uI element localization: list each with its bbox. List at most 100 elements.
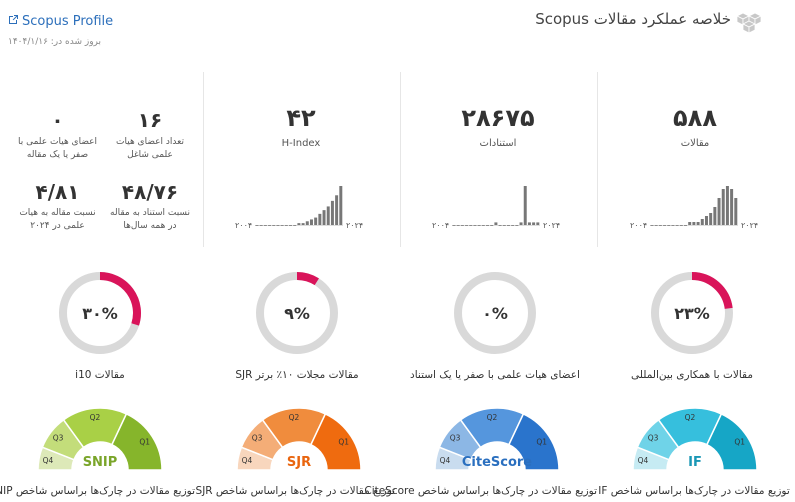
column-divider xyxy=(400,72,401,247)
sjr-quartile-gauge: Q4 Q3 Q2 Q1 SJR xyxy=(236,407,362,471)
spark-bar xyxy=(700,219,704,225)
spark-bar xyxy=(704,216,708,225)
spark-bar xyxy=(297,223,301,225)
ring-percent-text: ۹% xyxy=(284,304,310,323)
spark-bar xyxy=(276,225,280,226)
gauge-quartile-label: Q4 xyxy=(440,456,451,465)
sjr-top10-ring-chart: ۹% xyxy=(256,272,338,354)
spark-bar xyxy=(730,189,734,225)
spark-bar xyxy=(684,225,688,226)
column-divider xyxy=(203,72,204,247)
gauge-quartile-label: Q1 xyxy=(139,438,150,447)
spark-bar xyxy=(709,213,713,225)
scopus-profile-label: Scopus Profile xyxy=(22,14,114,29)
gauge-quartile-label: Q4 xyxy=(43,456,54,465)
gauge-quartile-label: Q1 xyxy=(338,438,349,447)
international-ring-chart: ۲۳% xyxy=(651,272,733,354)
snip-gauge-label: توزیع مقالات در چارک‌ها براساس شاخص SNIP xyxy=(0,485,195,497)
spark-bar xyxy=(490,225,494,226)
spark-bar xyxy=(654,225,658,226)
gauge-quartile-label: Q2 xyxy=(685,413,696,422)
gauge-quartile-label: Q3 xyxy=(252,434,263,443)
gauge-quartile-label: Q2 xyxy=(289,413,300,422)
spark-bar xyxy=(330,200,334,225)
spark-bar xyxy=(272,225,276,226)
spark-start-year: ۲۰۰۴ xyxy=(235,221,252,230)
hindex-sparkline: ۲۰۰۴ ۲۰۲۴ xyxy=(235,186,363,230)
cubes-logo-icon xyxy=(736,12,762,34)
spark-bar xyxy=(519,222,523,225)
zero-citation-ring-chart: ۰% xyxy=(454,272,536,354)
spark-bar xyxy=(486,225,490,226)
gauge-segment-q1 xyxy=(507,412,560,471)
gauge-quartile-label: Q3 xyxy=(53,434,64,443)
if-gauge-label: توزیع مقالات در چارک‌ها براساس شاخص IF xyxy=(598,485,790,497)
spark-bar xyxy=(255,225,259,226)
spark-bar xyxy=(717,198,721,225)
citescore-gauge-label: توزیع مقالات در چارک‌ها براساس شاخص Cite… xyxy=(364,485,597,497)
ring-progress-arc xyxy=(296,272,319,286)
page-title: خلاصه عملکرد مقالات Scopus xyxy=(535,10,731,28)
spark-end-year: ۲۰۲۴ xyxy=(741,221,758,230)
spark-bar xyxy=(536,222,540,225)
zero-faculty-count: ۰ xyxy=(51,108,64,132)
international-label: مقالات با همکاری بین‌المللی xyxy=(630,369,753,381)
sjr-gauge-label: توزیع مقالات در چارک‌ها براساس شاخص SJR xyxy=(195,485,395,497)
gauge-quartile-label: Q1 xyxy=(734,438,745,447)
spark-bar xyxy=(527,222,531,225)
spark-bar xyxy=(671,225,675,226)
spark-bar xyxy=(309,219,313,225)
zero-faculty-label: اعضای هیات علمی با صفر یا یک مقاله xyxy=(17,137,98,160)
spark-bar xyxy=(502,225,506,226)
gauge-quartile-label: Q3 xyxy=(450,434,461,443)
gauge-quartile-label: Q2 xyxy=(90,413,101,422)
articles-sparkline: ۲۰۰۴ ۲۰۲۴ xyxy=(630,186,758,230)
ring-percent-text: ۲۳% xyxy=(674,304,710,323)
spark-bar xyxy=(293,225,297,226)
i10-label: مقالات i10 xyxy=(75,369,125,381)
gauge-quartile-label: Q4 xyxy=(638,456,649,465)
spark-bar xyxy=(679,225,683,226)
faculty-count: ۱۶ xyxy=(137,108,163,132)
spark-bar xyxy=(263,225,267,226)
spark-bar xyxy=(259,225,263,226)
ring-progress-arc xyxy=(691,272,733,310)
sjr-top10-label: مقالات مجلات ۱۰٪ برتر SJR xyxy=(235,369,359,381)
citations-sparkline: ۲۰۰۴ ۲۰۲۴ xyxy=(432,186,560,230)
spark-bar xyxy=(465,225,469,226)
i10-ring-chart: ۳۰% xyxy=(59,272,141,354)
spark-bar xyxy=(481,225,485,226)
spark-bar xyxy=(473,225,477,226)
spark-bar xyxy=(532,222,536,225)
spark-bar xyxy=(523,186,527,225)
scopus-profile-link[interactable]: Scopus Profile xyxy=(8,14,113,29)
if-quartile-gauge: Q4 Q3 Q2 Q1 IF xyxy=(632,407,758,471)
spark-bar xyxy=(314,217,318,225)
ring-track xyxy=(454,272,536,354)
gauge-quartile-label: Q3 xyxy=(648,434,659,443)
gauge-index-name: SJR xyxy=(287,455,311,470)
spark-bar xyxy=(289,225,293,226)
last-updated-text: بروز شده در: ۱۴۰۴/۱/۱۶ xyxy=(8,37,102,47)
snip-quartile-gauge: Q4 Q3 Q2 Q1 SNIP xyxy=(37,407,163,471)
spark-bar xyxy=(696,222,700,225)
external-link-icon xyxy=(8,14,19,29)
article-ratio: ۴/۸۱ xyxy=(35,180,80,204)
spark-bar xyxy=(460,225,464,226)
gauge-index-name: CiteScore xyxy=(462,455,532,470)
spark-end-year: ۲۰۲۴ xyxy=(543,221,560,230)
articles-label: مقالات xyxy=(680,138,710,149)
articles-count: ۵۸۸ xyxy=(673,104,717,132)
gauge-quartile-label: Q2 xyxy=(487,413,498,422)
spark-bar xyxy=(326,206,330,225)
column-divider xyxy=(597,72,598,247)
gauge-index-name: IF xyxy=(688,455,702,470)
citations-count: ۲۸۶۷۵ xyxy=(461,104,535,132)
spark-bar xyxy=(713,207,717,225)
spark-start-year: ۲۰۰۴ xyxy=(432,221,449,230)
spark-bar xyxy=(322,210,326,225)
citescore-quartile-gauge: Q4 Q3 Q2 Q1 CiteScore xyxy=(434,407,560,471)
spark-bar xyxy=(650,225,654,226)
spark-bar xyxy=(734,198,738,225)
spark-start-year: ۲۰۰۴ xyxy=(630,221,647,230)
